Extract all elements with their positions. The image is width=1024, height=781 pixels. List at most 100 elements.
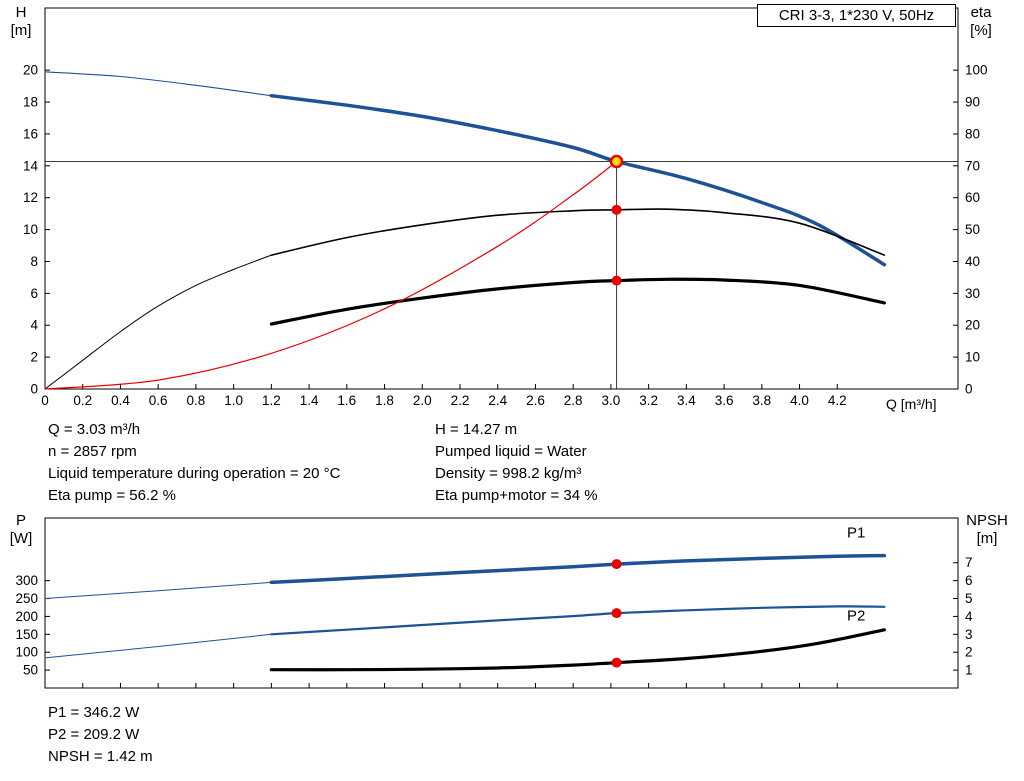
y-left-tick-label: 50 bbox=[23, 663, 38, 678]
eta-axis-symbol: eta bbox=[970, 4, 992, 21]
y-left-tick-label: 18 bbox=[23, 95, 38, 110]
p1-curve bbox=[269, 553, 887, 585]
npsh-axis-symbol: NPSH bbox=[966, 512, 1008, 529]
y-left-tick-label: 16 bbox=[23, 126, 38, 141]
y-left-tick-label: 200 bbox=[15, 609, 38, 624]
result-p1: P1 = 346.2 W bbox=[48, 704, 140, 721]
eta-axis-unit: [%] bbox=[970, 22, 992, 39]
system-curve bbox=[44, 160, 618, 390]
info-density: Density = 998.2 kg/m³ bbox=[435, 465, 582, 482]
p2-curve bbox=[270, 605, 886, 636]
x-tick-label: 2.4 bbox=[488, 393, 507, 408]
y-left-tick-label: 20 bbox=[23, 63, 38, 78]
p1-point-marker bbox=[611, 559, 622, 570]
y-right-tick-label: 7 bbox=[965, 555, 973, 570]
eta-pump-curve-lowflow bbox=[44, 254, 272, 390]
x-tick-label: 2.8 bbox=[564, 393, 583, 408]
npsh-axis-unit: [m] bbox=[976, 530, 998, 547]
x-tick-label: 3.4 bbox=[677, 393, 696, 408]
eta-pump-motor-point-marker bbox=[611, 275, 622, 286]
x-tick-label: 3.2 bbox=[639, 393, 658, 408]
pump-title-box: CRI 3-3, 1*230 V, 50Hz bbox=[757, 4, 956, 27]
y-right-tick-label: 30 bbox=[965, 286, 980, 301]
y-right-tick-label: 60 bbox=[965, 190, 980, 205]
info-eta-pump-motor: Eta pump+motor = 34 % bbox=[435, 487, 598, 504]
y-right-tick-label: 70 bbox=[965, 158, 980, 173]
y-right-tick-label: 3 bbox=[965, 627, 973, 642]
x-tick-label: 3.8 bbox=[752, 393, 771, 408]
y-right-tick-label: 0 bbox=[965, 382, 973, 397]
plot-border bbox=[44, 517, 959, 689]
result-p2: P2 = 209.2 W bbox=[48, 726, 140, 743]
p2-point-marker bbox=[611, 608, 622, 619]
y-left-tick-label: 12 bbox=[23, 190, 38, 205]
y-left-tick-label: 14 bbox=[23, 158, 39, 173]
y-left-tick-label: 4 bbox=[30, 318, 38, 333]
x-tick-label: 0.2 bbox=[73, 393, 92, 408]
x-tick-label: 2.0 bbox=[413, 393, 432, 408]
power-npsh-chart: 50 100 150 200 250 300 1 2 3 4 5 6 7 P1 P2 bbox=[15, 517, 973, 689]
y-right-tick-label: 80 bbox=[965, 126, 980, 141]
y-right-tick-label: 2 bbox=[965, 645, 973, 660]
y-right-tick-label: 20 bbox=[965, 318, 980, 333]
y-left-tick-label: 2 bbox=[30, 350, 38, 365]
y-left-tick-label: 300 bbox=[15, 573, 38, 588]
y-right-tick-label: 10 bbox=[965, 350, 980, 365]
y-right-tick-label: 40 bbox=[965, 254, 980, 269]
p1-curve-lowflow bbox=[44, 581, 272, 599]
qh-curve bbox=[269, 93, 887, 267]
eta-axis-title: eta [%] bbox=[958, 4, 1004, 40]
duty-point-marker[interactable] bbox=[609, 154, 624, 169]
p-axis-unit: [W] bbox=[9, 530, 33, 547]
info-liquid-temp: Liquid temperature during operation = 20… bbox=[48, 465, 341, 482]
result-npsh: NPSH = 1.42 m bbox=[48, 748, 153, 765]
y-left-tick-label: 6 bbox=[30, 286, 38, 301]
x-tick-label: 1.0 bbox=[224, 393, 243, 408]
x-tick-label: 3.6 bbox=[715, 393, 734, 408]
info-eta-pump: Eta pump = 56.2 % bbox=[48, 487, 176, 504]
x-tick-label: 2.2 bbox=[451, 393, 470, 408]
operating-info-left: Q = 3.03 m³/h n = 2857 rpm Liquid temper… bbox=[48, 419, 340, 507]
plot-border bbox=[44, 7, 959, 390]
q-axis-label: Q [m³/h] bbox=[886, 396, 937, 412]
p1-curve-label: P1 bbox=[847, 525, 865, 542]
x-tick-label: 0.8 bbox=[187, 393, 206, 408]
p-axis-title: P [W] bbox=[0, 512, 42, 548]
y-right-tick-label: 90 bbox=[965, 95, 980, 110]
x-tick-label: 3.0 bbox=[602, 393, 621, 408]
results-block: P1 = 346.2 W P2 = 209.2 W NPSH = 1.42 m bbox=[48, 702, 153, 768]
h-axis-title: H [m] bbox=[0, 4, 42, 40]
info-q: Q = 3.03 m³/h bbox=[48, 421, 141, 438]
npsh-curve bbox=[269, 628, 886, 672]
x-tick-label: 2.6 bbox=[526, 393, 545, 408]
y-right-tick-label: 1 bbox=[965, 663, 973, 678]
y-right-tick-label: 6 bbox=[965, 573, 973, 588]
eta-pump-motor-curve bbox=[269, 277, 886, 326]
y-right-tick-label: 4 bbox=[965, 609, 973, 624]
npsh-axis-title: NPSH [m] bbox=[954, 512, 1020, 548]
x-tick-label: 0.6 bbox=[149, 393, 168, 408]
x-tick-label: 0 bbox=[41, 393, 49, 408]
eta-pump-curve bbox=[270, 208, 886, 256]
p2-curve-lowflow bbox=[44, 633, 272, 659]
x-tick-label: 1.8 bbox=[375, 393, 394, 408]
y-left-tick-label: 250 bbox=[15, 591, 38, 606]
y-left-tick-label: 0 bbox=[30, 382, 38, 397]
hq-eta-chart: 0 0.2 0.4 0.6 0.8 1.0 1.2 1.4 1.6 1.8 2.0 2.2 2.4 2.6… bbox=[23, 7, 988, 408]
p2-curve-label: P2 bbox=[847, 608, 865, 625]
x-tick-label: 1.6 bbox=[337, 393, 356, 408]
h-axis-symbol: H bbox=[15, 4, 27, 21]
x-tick-label: 0.4 bbox=[111, 393, 130, 408]
npsh-point-marker bbox=[611, 657, 622, 668]
y-left-tick-label: 10 bbox=[23, 222, 38, 237]
info-h: H = 14.27 m bbox=[435, 421, 518, 438]
p-axis-symbol: P bbox=[15, 512, 26, 529]
info-speed: n = 2857 rpm bbox=[48, 443, 137, 460]
y-right-tick-label: 100 bbox=[965, 63, 988, 78]
x-tick-label: 4.2 bbox=[828, 393, 847, 408]
operating-info-right: H = 14.27 m Pumped liquid = Water Densit… bbox=[435, 419, 598, 507]
x-tick-label: 4.0 bbox=[790, 393, 809, 408]
y-right-tick-label: 5 bbox=[965, 591, 973, 606]
info-pumped-liquid: Pumped liquid = Water bbox=[435, 443, 587, 460]
y-left-tick-label: 150 bbox=[15, 627, 38, 642]
